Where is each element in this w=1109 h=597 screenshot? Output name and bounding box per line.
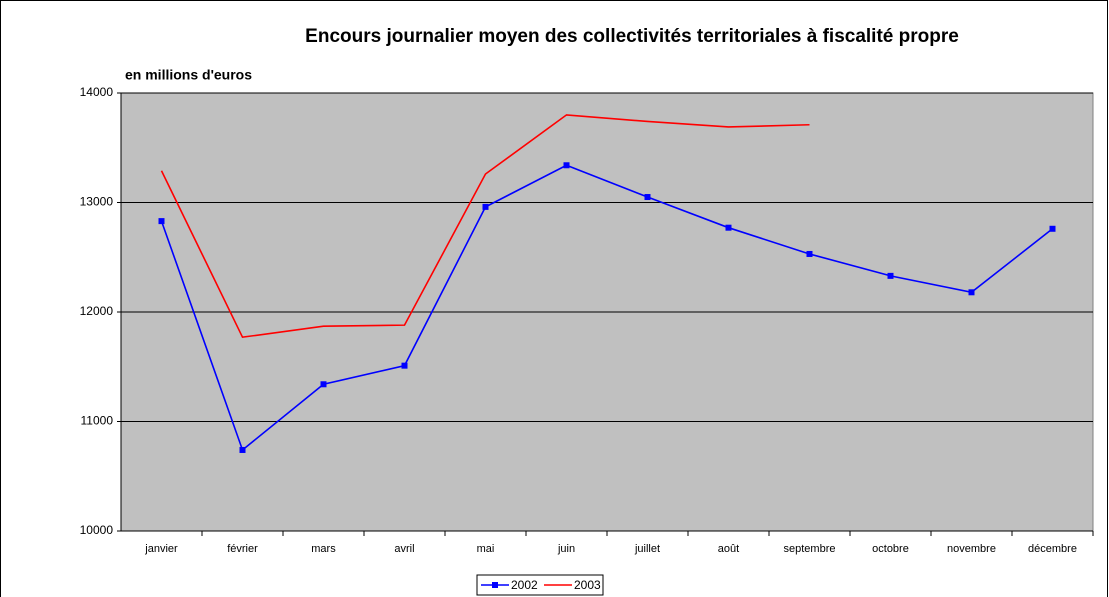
x-tick-label: mai: [477, 543, 495, 555]
y-tick-label: 13000: [80, 195, 114, 209]
marker: [320, 381, 327, 388]
y-tick-label: 11000: [81, 414, 114, 428]
x-tick-label: mars: [311, 543, 336, 555]
marker: [401, 362, 408, 369]
x-tick-label: décembre: [1028, 543, 1077, 555]
x-tick-label: juillet: [634, 543, 660, 555]
x-tick-label: septembre: [784, 543, 836, 555]
legend-marker: [492, 582, 498, 588]
marker: [563, 162, 570, 169]
legend-box: [476, 574, 604, 596]
y-tick-label: 12000: [80, 304, 114, 318]
series-line: [160, 114, 810, 339]
marker: [968, 289, 975, 296]
marker: [239, 446, 246, 453]
y-tick-label: 10000: [80, 523, 114, 537]
x-tick-label: octobre: [872, 543, 909, 555]
marker: [1049, 225, 1056, 232]
marker: [725, 224, 732, 231]
marker: [887, 272, 894, 279]
marker: [158, 218, 165, 225]
x-tick-label: janvier: [144, 543, 178, 555]
series-line: [160, 164, 1053, 452]
y-axis-label: en millions d'euros: [125, 67, 252, 83]
marker: [482, 203, 489, 210]
legend-label: 2003: [574, 578, 601, 592]
chart-title: Encours journalier moyen des collectivit…: [305, 26, 959, 47]
x-tick-label: avril: [394, 543, 414, 555]
x-tick-label: février: [227, 543, 258, 555]
marker: [806, 250, 813, 257]
x-tick-label: novembre: [947, 543, 996, 555]
legend-label: 2002: [511, 578, 538, 592]
x-tick-label: août: [718, 543, 739, 555]
y-tick-label: 14000: [80, 85, 114, 99]
marker: [644, 194, 651, 201]
x-tick-label: juin: [557, 543, 575, 555]
